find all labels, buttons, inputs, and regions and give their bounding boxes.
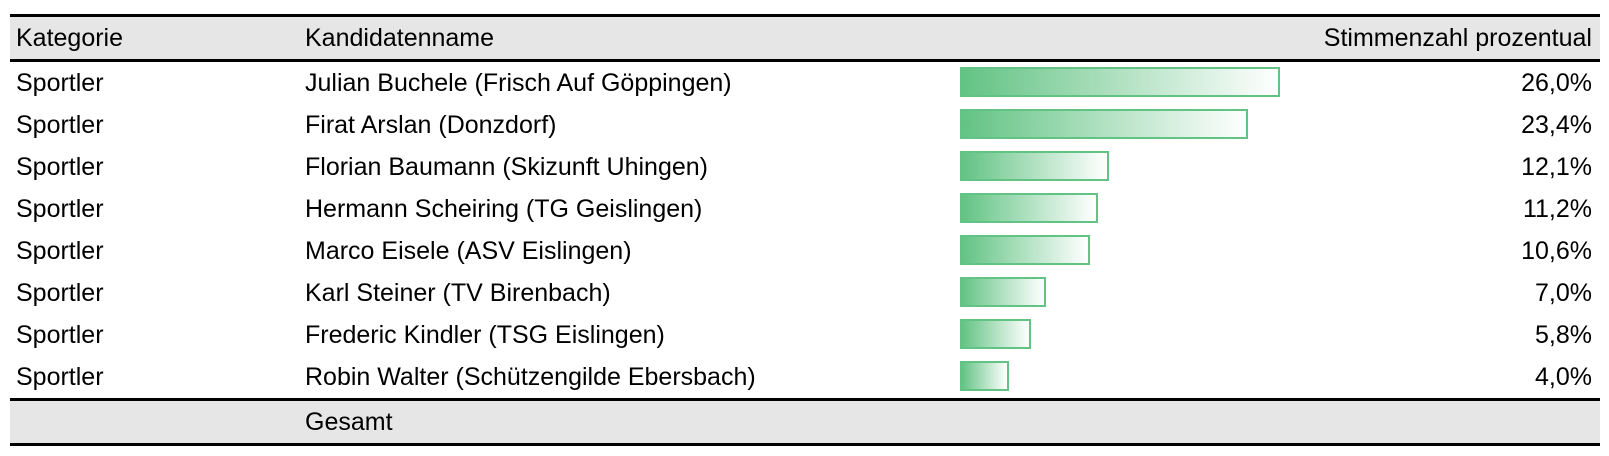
table-row: Sportler Robin Walter (Schützengilde Ebe… — [10, 356, 1600, 398]
data-bar-track — [960, 235, 1360, 265]
header-candidate-name: Kandidatenname — [305, 24, 495, 52]
header-vote-percent: Stimmenzahl prozentual — [1323, 24, 1592, 52]
table-body: Sportler Julian Buchele (Frisch Auf Göpp… — [10, 62, 1600, 398]
row-percent-value: 7,0% — [1535, 279, 1592, 307]
row-category: Sportler — [16, 153, 104, 181]
row-candidate-name: Marco Eisele (ASV Eislingen) — [305, 237, 632, 265]
row-candidate-name: Hermann Scheiring (TG Geislingen) — [305, 195, 703, 223]
header-bottom-rule — [10, 59, 1600, 62]
row-category: Sportler — [16, 69, 104, 97]
row-percent-value: 12,1% — [1521, 153, 1592, 181]
row-category: Sportler — [16, 321, 104, 349]
table-row: Sportler Karl Steiner (TV Birenbach) 7,0… — [10, 272, 1600, 314]
row-candidate-name: Julian Buchele (Frisch Auf Göppingen) — [305, 69, 732, 97]
row-percent-value: 10,6% — [1521, 237, 1592, 265]
table-row: Sportler Marco Eisele (ASV Eislingen) 10… — [10, 230, 1600, 272]
row-percent-value: 26,0% — [1521, 69, 1592, 97]
table-footer: Gesamt — [10, 401, 1600, 443]
row-candidate-name: Karl Steiner (TV Birenbach) — [305, 279, 611, 307]
row-category: Sportler — [16, 195, 104, 223]
data-bar-track — [960, 319, 1360, 349]
row-candidate-name: Firat Arslan (Donzdorf) — [305, 111, 557, 139]
row-percent-value: 5,8% — [1535, 321, 1592, 349]
results-table: Kategorie Kandidatenname Stimmenzahl pro… — [10, 14, 1600, 446]
data-bar-track — [960, 67, 1360, 97]
row-category: Sportler — [16, 363, 104, 391]
table-header: Kategorie Kandidatenname Stimmenzahl pro… — [10, 17, 1600, 59]
row-candidate-name: Florian Baumann (Skizunft Uhingen) — [305, 153, 708, 181]
data-bar — [960, 109, 1248, 139]
data-bar — [960, 361, 1009, 391]
data-bar-track — [960, 109, 1360, 139]
footer-total-label: Gesamt — [305, 408, 393, 436]
row-category: Sportler — [16, 111, 104, 139]
row-percent-value: 4,0% — [1535, 363, 1592, 391]
row-candidate-name: Frederic Kindler (TSG Eislingen) — [305, 321, 665, 349]
data-bar-track — [960, 277, 1360, 307]
data-bar — [960, 67, 1280, 97]
footer-top-rule — [10, 398, 1600, 401]
table-bottom-rule — [10, 443, 1600, 446]
table-top-rule — [10, 14, 1600, 17]
table-row: Sportler Frederic Kindler (TSG Eislingen… — [10, 314, 1600, 356]
row-category: Sportler — [16, 279, 104, 307]
data-bar — [960, 151, 1109, 181]
data-bar-track — [960, 151, 1360, 181]
header-category: Kategorie — [16, 24, 124, 52]
row-candidate-name: Robin Walter (Schützengilde Ebersbach) — [305, 363, 756, 391]
data-bar — [960, 319, 1031, 349]
row-percent-value: 23,4% — [1521, 111, 1592, 139]
data-bar — [960, 277, 1046, 307]
data-bar-track — [960, 361, 1360, 391]
row-percent-value: 11,2% — [1522, 195, 1592, 223]
data-bar — [960, 193, 1098, 223]
table-row: Sportler Florian Baumann (Skizunft Uhing… — [10, 146, 1600, 188]
data-bar-track — [960, 193, 1360, 223]
table-row: Sportler Julian Buchele (Frisch Auf Göpp… — [10, 62, 1600, 104]
row-category: Sportler — [16, 237, 104, 265]
table-row: Sportler Firat Arslan (Donzdorf) 23,4% — [10, 104, 1600, 146]
data-bar — [960, 235, 1090, 265]
table-row: Sportler Hermann Scheiring (TG Geislinge… — [10, 188, 1600, 230]
